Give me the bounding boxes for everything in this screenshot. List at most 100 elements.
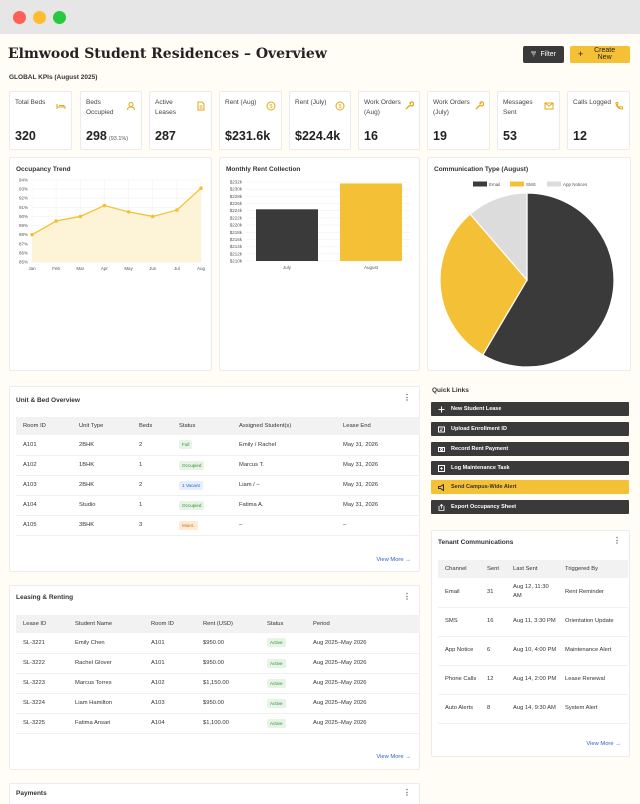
kpi-card[interactable]: Messages Sent 53 xyxy=(497,91,560,150)
filter-button[interactable]: Filter xyxy=(523,45,564,63)
cell-text: 2 xyxy=(139,482,143,488)
column-header[interactable]: Rent (USD) xyxy=(196,615,260,633)
column-header[interactable]: Unit Type xyxy=(72,417,132,435)
table-row[interactable]: SMS 16 Aug 11, 3:30 PM Orientation Update xyxy=(438,607,628,637)
status-badge: Active xyxy=(267,658,286,668)
cell-text: 6 xyxy=(487,647,491,653)
quick-links-title: Quick Links xyxy=(432,387,469,394)
cell-text: 1 xyxy=(139,502,143,508)
quick-link-button[interactable]: Send Campus-Wide Alert xyxy=(431,480,629,494)
y-tick-label: 93% xyxy=(19,187,28,192)
occupancy-line-chart: 85% 86% 87% 88% 89% 90% 91% 92% 93% 94% Jan Feb Mar A… xyxy=(19,178,206,272)
table-row[interactable]: SL-3221 Emily Chen A101 $950.00 Active Aug 20… xyxy=(16,633,420,654)
kpi-card[interactable]: Calls Logged 12 xyxy=(567,91,630,150)
table-row[interactable]: Email 31 Aug 12, 11:30 AM Rent Reminder xyxy=(438,578,628,608)
quick-link-button[interactable]: Upload Enrollment ID xyxy=(431,422,629,436)
comms-view-more-link[interactable]: View More → xyxy=(586,741,621,747)
kpi-card[interactable]: Active Leases 287 xyxy=(149,91,212,150)
cell-text: 2 xyxy=(139,441,143,448)
quick-link-button[interactable]: Log Maintenance Task xyxy=(431,461,629,475)
table-row[interactable]: SL-3225 Fatima Ansari A104 $1,100.00 Active A… xyxy=(16,713,420,734)
y-tick-label: 88% xyxy=(19,232,28,237)
more-options-icon[interactable]: ⋮ xyxy=(403,393,411,402)
kpi-label: Active Leases xyxy=(155,99,176,116)
column-header[interactable]: Status xyxy=(260,615,306,633)
cell-text: Auto Alerts xyxy=(445,705,474,711)
megaphone-icon xyxy=(438,483,445,491)
quick-link-button[interactable]: Export Occupancy Sheet xyxy=(431,500,629,514)
kpi-card[interactable]: Rent (July) $ $224.4k xyxy=(289,91,351,150)
cell-text: Aug 2025–May 2026 xyxy=(313,700,367,706)
column-header[interactable]: Student Name xyxy=(68,615,144,633)
table-cell: $1,100.00 xyxy=(196,713,260,734)
cell-text: SL-3225 xyxy=(23,720,45,726)
quick-link-button[interactable]: New Student Lease xyxy=(431,402,629,416)
kpi-card[interactable]: Work Orders (Aug) 16 xyxy=(358,91,420,150)
table-cell: Rachel Glover xyxy=(68,653,144,674)
create-new-button[interactable]: + Create New xyxy=(570,45,630,63)
cell-text: 16 xyxy=(487,618,494,624)
table-row[interactable]: SL-3223 Marcus Torres A102 $1,150.00 Active A… xyxy=(16,673,420,694)
cell-text: Maintenance Alert xyxy=(565,647,612,653)
column-header[interactable]: Last Sent xyxy=(506,560,558,578)
status-badge: Active xyxy=(267,698,286,708)
kpi-card[interactable]: Total Beds 320 xyxy=(9,91,72,150)
column-header[interactable]: Lease End xyxy=(336,417,420,435)
table-row[interactable]: A105 3BHK 3 Maint. – – xyxy=(16,515,420,536)
cell-text: SL-3224 xyxy=(23,700,45,706)
column-header[interactable]: Room ID xyxy=(16,417,72,435)
table-cell: Aug 2025–May 2026 xyxy=(306,653,420,674)
table-row[interactable]: A104 Studio 1 Occupied Fatima A. May 31, 2026 xyxy=(16,495,420,516)
quick-link-button[interactable]: Record Rent Payment xyxy=(431,442,629,456)
table-cell: $950.00 xyxy=(196,693,260,714)
kpi-card[interactable]: Rent (Aug) $ $231.6k xyxy=(219,91,282,150)
column-header[interactable]: Assigned Student(s) xyxy=(232,417,336,435)
column-header[interactable]: Room ID xyxy=(144,615,196,633)
more-options-icon[interactable]: ⋮ xyxy=(613,536,621,545)
more-options-icon[interactable]: ⋮ xyxy=(403,592,411,601)
table-cell: May 31, 2026 xyxy=(336,435,420,456)
y-tick-label: $220k xyxy=(230,223,243,228)
table-cell: Aug 2025–May 2026 xyxy=(306,713,420,734)
table-row[interactable]: SL-3224 Liam Hamilton A103 $950.00 Active Aug… xyxy=(16,693,420,714)
table-row[interactable]: SL-3222 Rachel Glover A101 $950.00 Active Aug… xyxy=(16,653,420,674)
more-options-icon[interactable]: ⋮ xyxy=(403,788,411,797)
x-tick-label: Apr xyxy=(101,266,109,271)
leasing-view-more-link[interactable]: View More → xyxy=(376,754,411,760)
cell-text: A102 xyxy=(23,462,37,468)
table-cell: Liam / – xyxy=(232,475,336,496)
column-header[interactable]: Lease ID xyxy=(16,615,68,633)
table-cell: Active xyxy=(260,673,306,694)
kpi-card[interactable]: Work Orders (July) 19 xyxy=(427,91,490,150)
table-row[interactable]: Phone Calls 12 Aug 14, 2:00 PM Lease Renewa… xyxy=(438,665,628,695)
page-title: Elmwood Student Residences – Overview xyxy=(8,46,327,62)
table-cell: Studio xyxy=(72,495,132,516)
y-tick-label: $226k xyxy=(230,201,243,206)
units-view-more-link[interactable]: View More → xyxy=(376,557,411,563)
table-cell: $950.00 xyxy=(196,653,260,674)
table-cell: 2 xyxy=(132,435,172,456)
column-header[interactable]: Channel xyxy=(438,560,480,578)
table-row[interactable]: Auto Alerts 8 Aug 14, 9:30 AM System Alert xyxy=(438,694,628,724)
wrench-icon xyxy=(474,98,485,110)
column-header[interactable]: Triggered By xyxy=(558,560,628,578)
table-row[interactable]: A102 1BHK 1 Occupied Marcus T. May 31, 2026 xyxy=(16,455,420,476)
column-header[interactable]: Period xyxy=(306,615,420,633)
tenant-communications-card: Tenant Communications ⋮ Channel Sent Last … xyxy=(431,530,630,757)
series-line xyxy=(31,187,202,236)
kpi-section-label: GLOBAL KPIs (August 2025) xyxy=(9,74,98,81)
table-row[interactable]: App Notice 6 Aug 10, 4:00 PM Maintenance Al… xyxy=(438,636,628,666)
kpi-label: Total Beds xyxy=(15,99,46,106)
legend-label: App Notices xyxy=(563,182,588,187)
column-header[interactable]: Sent xyxy=(480,560,506,578)
table-row[interactable]: A103 2BHK 2 1 Vacant Liam / – May 31, 2026 xyxy=(16,475,420,496)
column-header[interactable]: Beds xyxy=(132,417,172,435)
close-window-button[interactable] xyxy=(13,10,26,24)
minimize-window-button[interactable] xyxy=(33,10,46,24)
kpi-card[interactable]: Beds Occupied 298 (93.1%) xyxy=(80,91,142,150)
cell-text: 31 xyxy=(487,588,494,595)
table-row[interactable]: A101 2BHK 2 Full Emily / Rachel May 31, 2026 xyxy=(16,435,420,456)
zoom-window-button[interactable] xyxy=(53,10,66,24)
column-header[interactable]: Status xyxy=(172,417,232,435)
